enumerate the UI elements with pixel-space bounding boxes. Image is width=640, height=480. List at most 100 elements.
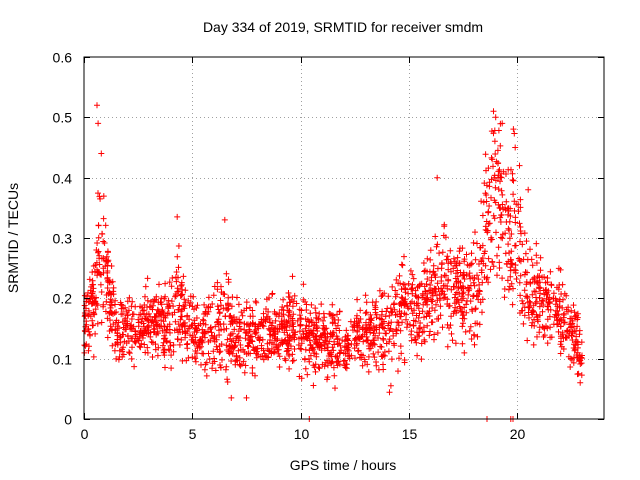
data-point — [419, 308, 426, 315]
data-point — [135, 323, 142, 330]
data-point — [443, 272, 449, 279]
data-point — [175, 243, 182, 249]
y-tick-label: 0.2 — [53, 291, 73, 307]
data-point — [337, 349, 344, 356]
data-point — [475, 276, 482, 283]
data-point — [153, 318, 160, 324]
data-point — [179, 323, 186, 329]
data-point — [209, 365, 216, 372]
data-point — [479, 279, 486, 286]
data-point — [116, 353, 123, 360]
data-point — [464, 297, 470, 304]
data-point — [568, 315, 575, 322]
data-point — [466, 327, 473, 334]
data-point — [424, 276, 431, 282]
data-point — [424, 268, 430, 275]
data-point — [351, 345, 358, 352]
data-point — [508, 260, 515, 267]
data-point — [434, 316, 440, 322]
data-point — [291, 329, 297, 336]
data-point — [180, 303, 187, 310]
data-point — [429, 298, 436, 305]
data-point — [241, 369, 248, 376]
data-point — [253, 299, 260, 306]
data-point — [133, 338, 139, 345]
data-point — [252, 372, 258, 379]
data-point — [355, 347, 362, 354]
data-point — [229, 319, 236, 326]
data-point — [108, 263, 115, 269]
data-point — [464, 261, 471, 268]
data-point — [433, 292, 440, 299]
y-tick-label: 0.4 — [53, 171, 73, 187]
data-point — [527, 246, 533, 253]
data-point — [485, 209, 492, 216]
data-point — [298, 375, 305, 382]
data-point — [301, 356, 308, 363]
data-point — [191, 354, 198, 360]
data-point — [576, 331, 583, 338]
data-point — [101, 240, 108, 246]
data-point — [91, 295, 98, 302]
data-point — [304, 371, 311, 378]
data-point — [544, 303, 551, 310]
data-point — [212, 367, 219, 374]
data-point — [474, 272, 480, 279]
data-point — [307, 352, 314, 359]
data-point — [409, 271, 416, 278]
data-point — [507, 273, 514, 280]
data-point — [86, 276, 93, 283]
data-point — [507, 213, 514, 219]
data-point — [391, 306, 398, 313]
data-point — [450, 265, 457, 272]
data-point — [260, 310, 267, 317]
data-point — [233, 335, 240, 342]
data-point — [434, 174, 441, 181]
data-point — [537, 267, 544, 274]
data-point — [319, 325, 326, 332]
data-point — [204, 311, 211, 318]
data-point — [517, 258, 524, 265]
data-point — [309, 344, 316, 351]
x-tick-label: 5 — [189, 426, 197, 442]
data-point — [280, 311, 287, 318]
data-point — [168, 365, 175, 372]
data-point — [223, 325, 230, 332]
data-point — [556, 303, 563, 310]
data-point — [165, 310, 172, 317]
data-point — [228, 358, 235, 364]
data-point — [493, 229, 499, 236]
data-point — [300, 281, 307, 288]
data-point — [249, 313, 256, 320]
data-point — [112, 301, 118, 308]
data-point — [486, 220, 493, 227]
data-point — [499, 235, 506, 242]
data-point — [336, 308, 343, 315]
data-point — [175, 264, 182, 271]
data-point — [243, 394, 250, 401]
data-point — [212, 323, 219, 330]
data-point — [278, 325, 285, 331]
data-point — [393, 327, 400, 334]
data-point — [461, 349, 468, 356]
data-point — [463, 301, 470, 308]
data-point — [174, 285, 181, 292]
data-point — [98, 319, 105, 326]
data-point — [424, 310, 431, 316]
data-point — [290, 311, 297, 318]
data-point — [232, 318, 239, 325]
data-point — [229, 350, 236, 357]
data-point — [162, 293, 169, 300]
data-point — [297, 316, 304, 323]
data-point — [497, 205, 504, 212]
data-point — [555, 286, 562, 293]
data-point — [269, 291, 276, 298]
data-point — [397, 343, 404, 350]
data-point — [224, 301, 231, 308]
data-point — [216, 332, 223, 338]
data-point — [571, 347, 578, 354]
data-point — [360, 338, 367, 345]
data-point — [511, 207, 518, 214]
data-point — [302, 325, 309, 332]
data-point — [182, 322, 188, 329]
